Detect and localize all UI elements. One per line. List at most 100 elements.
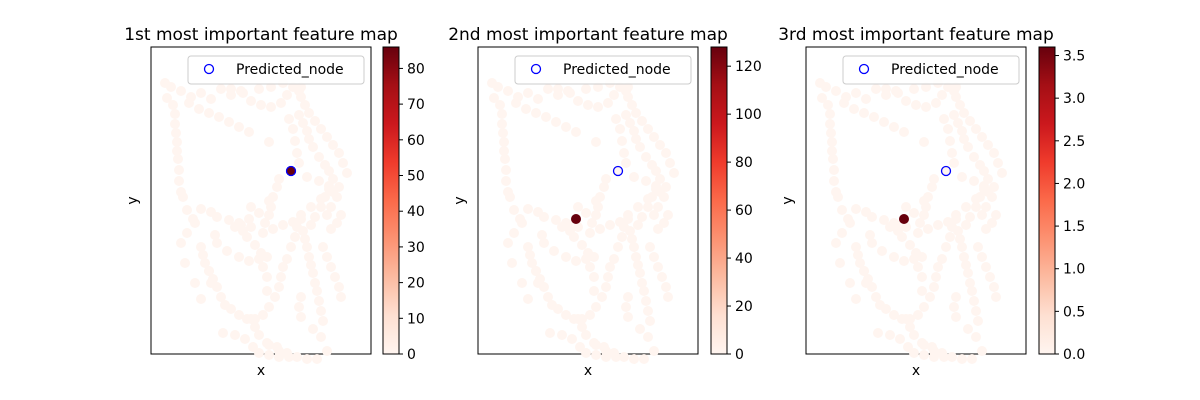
graph-node (326, 262, 336, 272)
predicted-node-marker (285, 165, 297, 177)
graph-node (591, 210, 601, 220)
colorbar-gradient (710, 46, 728, 355)
graph-node (523, 294, 533, 304)
graph-node (943, 124, 953, 134)
graph-node (182, 205, 192, 215)
graph-node (657, 272, 667, 282)
graph-node (828, 154, 838, 164)
graph-node (320, 192, 330, 202)
legend: Predicted_node (842, 55, 1020, 85)
graph-node (581, 84, 591, 94)
graph-node (955, 234, 965, 244)
x-axis-label: x (257, 363, 265, 379)
graph-node (577, 240, 587, 250)
graph-node (517, 278, 527, 288)
graph-node (216, 292, 226, 302)
graph-node (925, 292, 935, 302)
colorbar-tick-label: 0.0 (1063, 347, 1085, 363)
graph-node (294, 302, 304, 312)
graph-node (637, 116, 647, 126)
graph-node (198, 250, 208, 260)
graph-node (961, 220, 971, 230)
chart-title: 2nd most important feature map (448, 25, 728, 45)
graph-node (649, 132, 659, 142)
colorbar-tick-label: 100 (735, 107, 762, 123)
graph-node (561, 122, 571, 132)
graph-node (304, 252, 314, 262)
graph-node (545, 328, 555, 338)
graph-node (851, 294, 861, 304)
graph-node (573, 314, 583, 324)
graph-node (314, 152, 324, 162)
graph-node (170, 109, 180, 119)
graph-node (196, 204, 206, 214)
graph-node (909, 348, 919, 358)
graph-node (891, 86, 901, 96)
graph-node (845, 218, 855, 228)
graph-node (919, 302, 929, 312)
graph-node (537, 230, 547, 240)
graph-node (605, 220, 615, 230)
graph-node (889, 122, 899, 132)
graph-node (937, 90, 947, 100)
highlight-node (899, 214, 909, 224)
graph-node (949, 158, 959, 168)
graph-node (829, 165, 839, 175)
graph-node (258, 228, 268, 238)
graph-node (861, 94, 871, 104)
graph-node (328, 174, 338, 184)
graph-node (523, 204, 533, 214)
graph-node (629, 172, 639, 182)
graph-node (859, 266, 869, 276)
legend-label: Predicted_node (563, 62, 671, 78)
graph-node (637, 278, 647, 288)
graph-node (893, 226, 903, 236)
graph-node (837, 205, 847, 215)
graph-node (226, 304, 236, 314)
graph-node (304, 134, 314, 144)
graph-node (509, 205, 519, 215)
graph-node (262, 286, 272, 296)
graph-node (957, 172, 967, 182)
graph-node (290, 136, 300, 146)
graph-node (989, 182, 999, 192)
graph-node (286, 242, 296, 252)
graph-node (264, 302, 274, 312)
legend: Predicted_node (514, 55, 692, 85)
graph-node (867, 238, 877, 248)
graph-node (987, 192, 997, 202)
graph-node (174, 165, 184, 175)
graph-node (643, 306, 653, 316)
graph-node (909, 254, 919, 264)
colorbar-tick-label: 0 (407, 347, 416, 363)
graph-node (627, 100, 637, 110)
graph-node (621, 86, 631, 96)
graph-node (913, 262, 923, 272)
graph-node (655, 174, 665, 184)
graph-node (969, 152, 979, 162)
graph-node (264, 340, 274, 350)
graph-node (617, 136, 627, 146)
graph-node (334, 282, 344, 292)
graph-node (284, 352, 294, 362)
graph-node (603, 272, 613, 282)
graph-node (663, 292, 673, 302)
graph-node (913, 228, 923, 238)
graph-node (621, 110, 631, 120)
graph-node (282, 90, 292, 100)
graph-node (593, 102, 603, 112)
graph-node (316, 202, 326, 212)
graph-node (865, 230, 875, 240)
graph-node (845, 278, 855, 288)
graph-node (250, 322, 260, 332)
graph-node (531, 266, 541, 276)
graph-node (234, 310, 244, 320)
graph-node (302, 354, 312, 364)
graph-node (979, 184, 989, 194)
graph-node (583, 100, 593, 110)
graph-node (278, 262, 288, 272)
legend-marker-icon (203, 63, 215, 75)
graph-node (332, 192, 342, 202)
graph-node (831, 238, 841, 248)
graph-node (571, 256, 581, 266)
